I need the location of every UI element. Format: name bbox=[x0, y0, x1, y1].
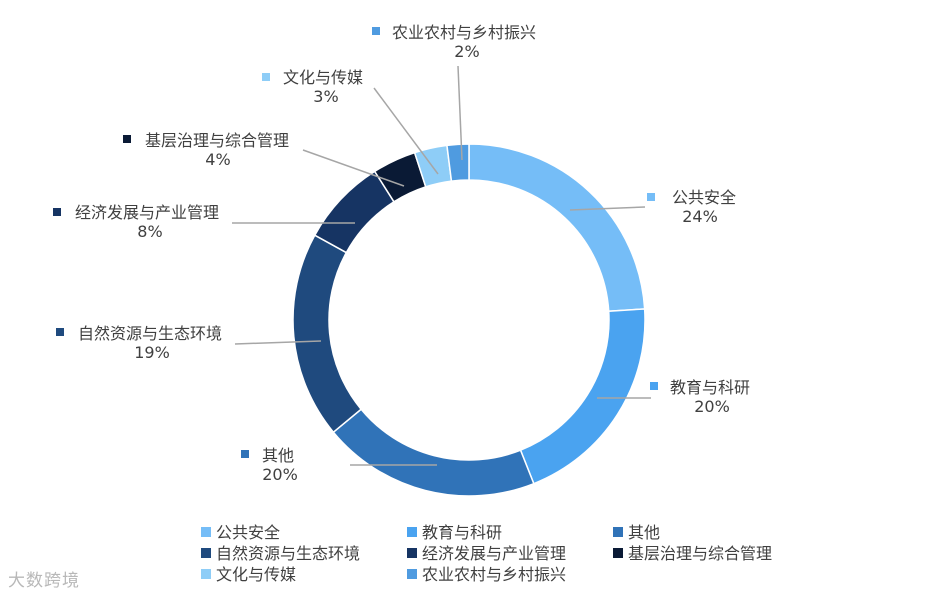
label-percent-3: 19% bbox=[134, 343, 170, 362]
legend-label-4: 经济发展与产业管理 bbox=[422, 544, 566, 563]
label-marker-2 bbox=[241, 450, 249, 458]
label-percent-0: 24% bbox=[682, 207, 718, 226]
label-marker-3 bbox=[56, 328, 64, 336]
label-category-0: 公共安全 bbox=[672, 188, 736, 207]
label-category-5: 基层治理与综合管理 bbox=[145, 131, 289, 150]
label-marker-0 bbox=[647, 193, 655, 201]
label-category-7: 农业农村与乡村振兴 bbox=[392, 23, 536, 42]
slice-1 bbox=[519, 308, 646, 485]
leader-line-7 bbox=[457, 65, 463, 161]
legend-swatch-1 bbox=[407, 527, 417, 537]
label-marker-6 bbox=[262, 73, 270, 81]
label-marker-1 bbox=[650, 382, 658, 390]
label-category-6: 文化与传媒 bbox=[283, 68, 363, 87]
legend-swatch-7 bbox=[407, 569, 417, 579]
label-percent-4: 8% bbox=[137, 222, 162, 241]
label-category-1: 教育与科研 bbox=[670, 378, 750, 397]
watermark: 大数跨境 bbox=[8, 566, 80, 591]
slice-0 bbox=[468, 143, 646, 313]
label-percent-7: 2% bbox=[454, 42, 479, 61]
leader-line-3 bbox=[234, 340, 322, 345]
legend-swatch-5 bbox=[613, 548, 623, 558]
legend-label-0: 公共安全 bbox=[216, 523, 280, 542]
legend-label-7: 农业农村与乡村振兴 bbox=[422, 565, 566, 584]
label-category-3: 自然资源与生态环境 bbox=[78, 324, 222, 343]
leader-line-5 bbox=[302, 149, 405, 187]
label-marker-5 bbox=[123, 135, 131, 143]
legend-swatch-0 bbox=[201, 527, 211, 537]
legend-label-3: 自然资源与生态环境 bbox=[216, 544, 360, 563]
slice-3 bbox=[292, 234, 363, 434]
legend-swatch-2 bbox=[613, 527, 623, 537]
label-marker-7 bbox=[372, 27, 380, 35]
donut-slices bbox=[292, 143, 646, 497]
leader-lines bbox=[232, 65, 651, 466]
leader-line-0 bbox=[569, 206, 646, 211]
label-category-4: 经济发展与产业管理 bbox=[75, 203, 219, 222]
legend-label-6: 文化与传媒 bbox=[216, 565, 296, 584]
label-percent-1: 20% bbox=[694, 397, 730, 416]
label-percent-5: 4% bbox=[205, 150, 230, 169]
legend-label-2: 其他 bbox=[628, 523, 660, 542]
slice-2 bbox=[332, 408, 535, 497]
legend-label-1: 教育与科研 bbox=[422, 523, 502, 542]
legend-swatch-3 bbox=[201, 548, 211, 558]
label-category-2: 其他 bbox=[262, 446, 294, 465]
legend-label-5: 基层治理与综合管理 bbox=[628, 544, 772, 563]
legend-swatch-4 bbox=[407, 548, 417, 558]
label-percent-2: 20% bbox=[262, 465, 298, 484]
slice-7 bbox=[446, 143, 470, 182]
legend-swatch-6 bbox=[201, 569, 211, 579]
watermark-text: 大数跨境 bbox=[8, 571, 80, 591]
label-marker-4 bbox=[53, 208, 61, 216]
leader-line-6 bbox=[373, 87, 439, 175]
label-percent-6: 3% bbox=[313, 87, 338, 106]
data-labels: 公共安全24%教育与科研20%其他20%自然资源与生态环境19%经济发展与产业管… bbox=[53, 23, 750, 484]
